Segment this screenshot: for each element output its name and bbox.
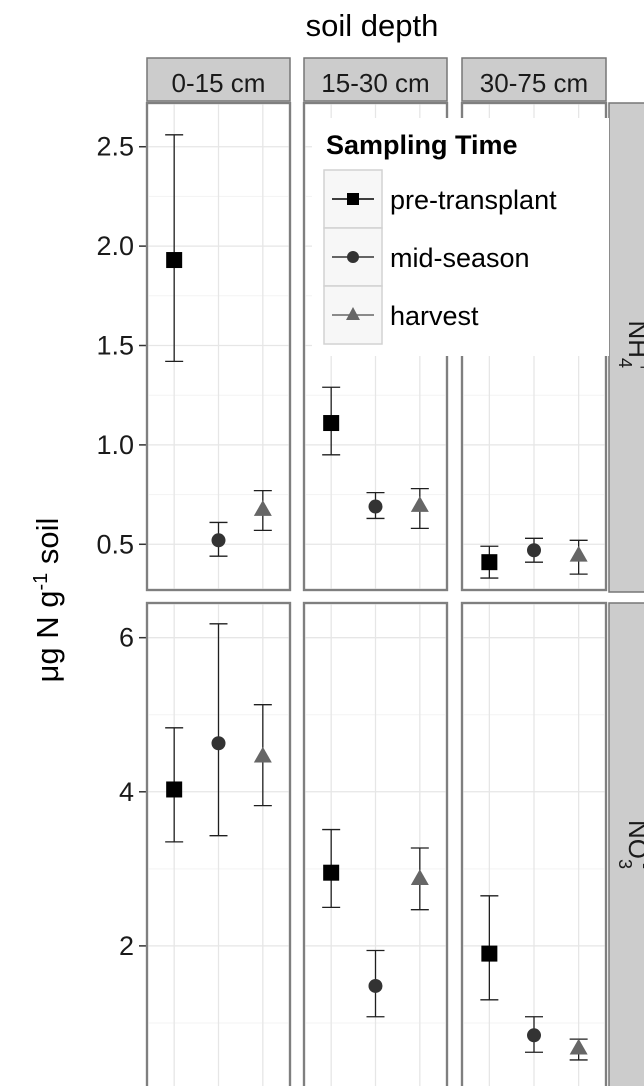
- panel-1-1: [145, 101, 292, 592]
- y-tick-label: 1.0: [96, 430, 134, 460]
- data-point-square: [323, 415, 340, 432]
- data-point-square: [323, 864, 340, 881]
- y-tick-label: 0.5: [96, 529, 134, 559]
- row-strip-label: NH4+: [615, 320, 644, 372]
- column-strip-3: [461, 57, 607, 102]
- data-point-square: [166, 781, 183, 798]
- row-strip-label-sub: 4: [615, 358, 635, 368]
- row-strip-label-sup: -: [635, 863, 644, 869]
- y-tick-label: 1.5: [96, 331, 134, 361]
- legend-title: Sampling Time: [326, 130, 518, 160]
- column-strip-label: 0-15 cm: [172, 68, 266, 98]
- data-point-triangle: [569, 1038, 588, 1055]
- data-point-square: [481, 554, 498, 571]
- error-bar: [209, 623, 228, 837]
- panel-2-2: [302, 601, 449, 1086]
- data-point-square: [481, 945, 498, 962]
- row-strip-1: [608, 102, 644, 593]
- row-strip-label: NO3-: [615, 820, 644, 869]
- row-strip-label-main: NH: [623, 320, 644, 358]
- panel-border: [145, 601, 292, 1086]
- data-point-triangle: [253, 746, 272, 763]
- y-tick-label: 2.5: [96, 132, 134, 162]
- row-strip-label-main: NO: [623, 820, 644, 859]
- column-strip-label: 30-75 cm: [480, 68, 588, 98]
- panel-2-1: [145, 601, 292, 1086]
- panel-border: [460, 601, 608, 1086]
- y-axis-label-suffix: soil: [30, 518, 65, 573]
- y-axis-label-sup: -1: [30, 573, 52, 591]
- data-point-triangle: [410, 496, 429, 512]
- column-strip-label: 15-30 cm: [321, 68, 429, 98]
- data-point-triangle: [253, 500, 272, 516]
- panel-2-3: [460, 601, 608, 1086]
- chart-title: soil depth: [306, 8, 439, 43]
- y-axis-label: μg N g-1 soil: [30, 518, 65, 683]
- row-strip-label-sup: +: [635, 362, 644, 373]
- y-tick-label: 4: [119, 777, 134, 807]
- panel-border: [302, 601, 449, 1086]
- legend-marker-circle: [347, 251, 359, 263]
- legend-marker-triangle: [346, 307, 360, 320]
- legend-label: pre-transplant: [390, 185, 557, 215]
- column-strip-1: [146, 57, 291, 102]
- legend-label: mid-season: [390, 243, 530, 273]
- row-strip-2: [608, 602, 644, 1086]
- data-point-circle: [368, 978, 383, 993]
- y-tick-label: 6: [119, 623, 134, 653]
- legend-marker-square: [347, 193, 359, 205]
- legend-entry: pre-transplant: [323, 169, 557, 229]
- column-strip-2: [303, 57, 448, 102]
- data-point-circle: [211, 736, 226, 751]
- y-tick-label: 2.0: [96, 231, 134, 261]
- y-axis-label-prefix: μg N g: [30, 590, 65, 682]
- data-point-circle: [527, 1028, 541, 1043]
- legend-label: harvest: [390, 301, 479, 331]
- legend: Sampling Time pre-transplant mid-season har…: [312, 118, 609, 356]
- legend-entry: harvest: [323, 285, 479, 345]
- y-tick-label: 2: [119, 931, 134, 961]
- data-point-circle: [211, 533, 226, 548]
- data-point-square: [166, 252, 183, 269]
- row-strip-label-sub: 3: [615, 859, 635, 869]
- data-point-circle: [368, 499, 383, 514]
- data-point-triangle: [569, 545, 588, 562]
- error-bar: [165, 134, 184, 363]
- panel-border: [145, 101, 292, 592]
- legend-entry: mid-season: [323, 227, 530, 287]
- data-point-circle: [527, 543, 541, 558]
- data-point-triangle: [410, 869, 429, 886]
